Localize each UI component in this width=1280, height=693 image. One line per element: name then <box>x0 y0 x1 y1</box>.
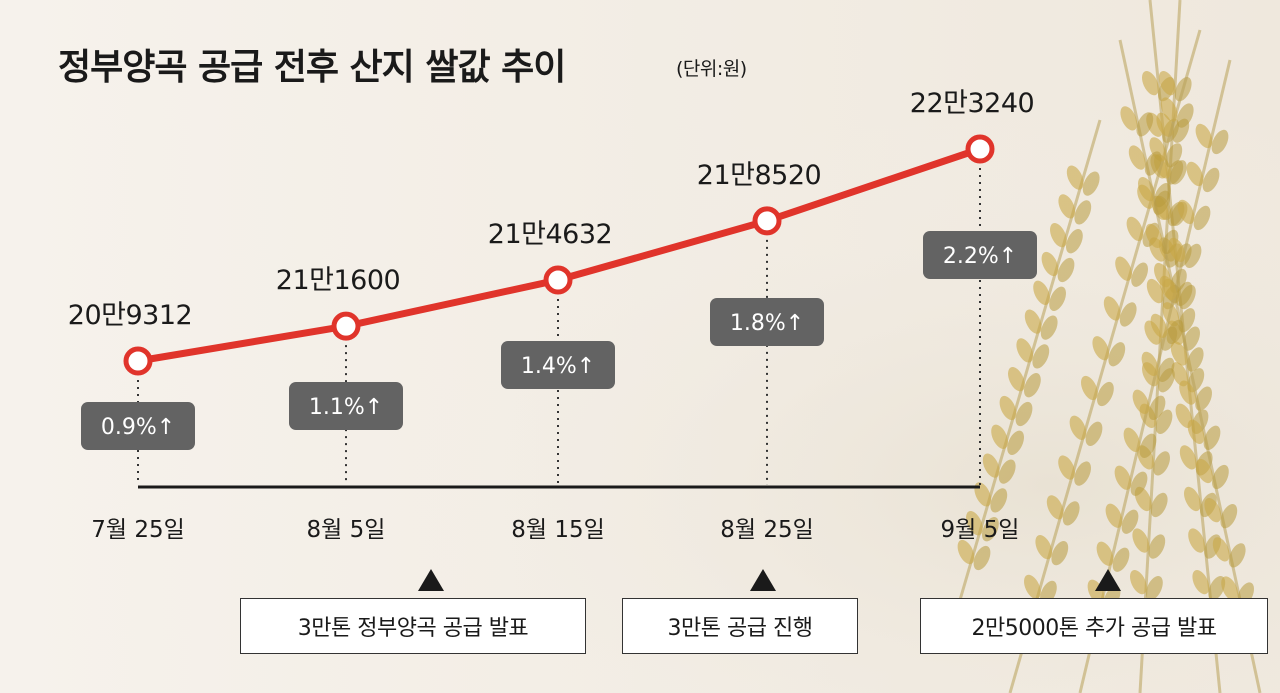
value-label-3: 21만4632 <box>488 219 612 250</box>
pct-badge-bg-1 <box>81 402 195 450</box>
value-label-1: 20만9312 <box>68 300 192 331</box>
value-label-5: 22만3240 <box>910 88 1034 119</box>
event-box-3: 2만5000톤 추가 공급 발표 <box>920 598 1268 654</box>
x-tick-label-5: 9월 5일 <box>941 517 1020 543</box>
pct-badge-bg-5 <box>923 231 1037 279</box>
pct-label-5: 2.2%↑ <box>943 244 1017 269</box>
x-tick-label-2: 8월 5일 <box>307 517 386 543</box>
page-title: 정부양곡 공급 전후 산지 쌀값 추이 <box>58 47 566 88</box>
event-label-3: 2만5000톤 추가 공급 발표 <box>971 616 1217 641</box>
value-label-2: 21만1600 <box>276 265 400 296</box>
pct-badge-4: 1.8%↑ <box>710 298 824 346</box>
event-marker-2 <box>750 569 776 591</box>
pct-label-3: 1.4%↑ <box>521 354 595 379</box>
event-marker-1 <box>418 569 444 591</box>
pct-label-4: 1.8%↑ <box>730 311 804 336</box>
pct-badge-2: 1.1%↑ <box>289 382 403 430</box>
pct-badge-1: 0.9%↑ <box>81 402 195 450</box>
data-point-1 <box>123 346 153 376</box>
x-tick-label-4: 8월 25일 <box>720 517 814 543</box>
pct-label-1: 0.9%↑ <box>101 415 175 440</box>
event-label-2: 3만톤 공급 진행 <box>667 616 813 641</box>
value-label-4: 21만8520 <box>697 160 821 191</box>
unit-label: (단위:원) <box>676 58 747 80</box>
event-label-1: 3만톤 정부양곡 공급 발표 <box>297 616 529 641</box>
pct-badge-bg-4 <box>710 298 824 346</box>
pct-badge-3: 1.4%↑ <box>501 341 615 389</box>
series-line <box>134 145 984 365</box>
data-point-2 <box>331 311 361 341</box>
event-box-2: 3만톤 공급 진행 <box>622 598 858 654</box>
event-box-1: 3만톤 정부양곡 공급 발표 <box>240 598 586 654</box>
data-point-5 <box>965 134 995 164</box>
pct-label-2: 1.1%↑ <box>309 395 383 420</box>
pct-badge-5: 2.2%↑ <box>923 231 1037 279</box>
event-marker-3 <box>1095 569 1121 591</box>
pct-badge-bg-2 <box>289 382 403 430</box>
data-point-4 <box>752 206 782 236</box>
data-point-3 <box>543 265 573 295</box>
pct-badge-bg-3 <box>501 341 615 389</box>
x-tick-label-3: 8월 15일 <box>511 517 605 543</box>
x-tick-label-1: 7월 25일 <box>91 517 185 543</box>
